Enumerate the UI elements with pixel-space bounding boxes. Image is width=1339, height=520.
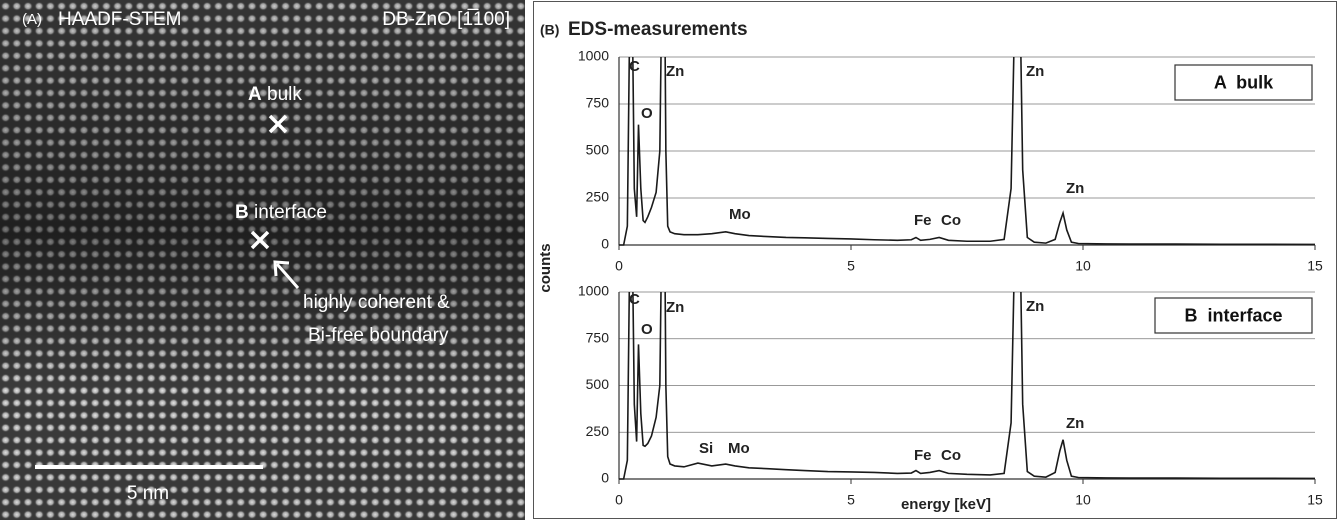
peak-label: C	[629, 58, 640, 75]
y-tick-label: 750	[586, 329, 610, 345]
panel-title: HAADF-STEM	[58, 9, 182, 30]
x-tick-label: 10	[1075, 492, 1091, 508]
scale-label: 5 nm	[127, 483, 169, 504]
panel-label: (B)	[540, 22, 559, 38]
x-tick-label: 5	[847, 492, 855, 508]
peak-label: Fe	[914, 447, 932, 464]
x-tick-label: 5	[847, 258, 855, 274]
spectrum-line	[619, 57, 1316, 246]
x-tick-label: 0	[615, 258, 623, 274]
legend-box	[1174, 64, 1313, 101]
zone-axis: DB-ZnO [1̅100]	[382, 9, 510, 30]
peak-label: Co	[941, 212, 961, 229]
point-label: B interface	[235, 202, 327, 223]
x-tick-label: 15	[1307, 492, 1323, 508]
peak-label: O	[641, 105, 653, 122]
legend-label: B interface	[1184, 305, 1282, 325]
y-tick-label: 500	[586, 376, 610, 392]
note-line: highly coherent &	[303, 292, 450, 313]
point-marker: B	[235, 202, 249, 223]
x-axis-label: energy [keV]	[901, 496, 991, 513]
arrow	[273, 260, 300, 289]
y-tick-label: 1000	[578, 48, 609, 64]
point-marker: A	[248, 84, 262, 105]
y-tick-label: 0	[601, 470, 609, 486]
cross-marker	[250, 230, 270, 250]
y-axis-label: counts	[537, 243, 554, 292]
legend-label: A bulk	[1214, 72, 1274, 92]
peak-label: Si	[699, 440, 713, 457]
y-tick-label: 1000	[578, 283, 609, 299]
legend-box	[1154, 297, 1313, 334]
y-tick-label: 500	[586, 142, 610, 158]
peak-label: O	[641, 321, 653, 338]
panel-frame	[533, 1, 1337, 519]
peak-label: Co	[941, 447, 961, 464]
point-label: A bulk	[248, 84, 302, 105]
x-tick-label: 10	[1075, 258, 1091, 274]
note-line: Bi-free boundary	[308, 325, 449, 346]
peak-label: Zn	[1066, 180, 1084, 197]
y-tick-label: 0	[601, 236, 609, 252]
y-tick-label: 250	[586, 423, 610, 439]
x-tick-label: 0	[615, 492, 623, 508]
stem-image	[0, 0, 525, 520]
peak-label: Zn	[1026, 63, 1044, 80]
peak-label: Fe	[914, 212, 932, 229]
peak-label: Zn	[666, 299, 684, 316]
point-text: bulk	[267, 84, 302, 105]
point-text: interface	[254, 202, 327, 223]
peak-label: C	[629, 291, 640, 308]
panel-title: EDS-measurements	[568, 19, 748, 40]
spectrum-line	[619, 292, 1316, 480]
peak-label: Zn	[1026, 298, 1044, 315]
peak-label: Mo	[729, 206, 751, 223]
peak-label: Zn	[1066, 415, 1084, 432]
peak-label: Mo	[728, 440, 750, 457]
panel-label: (A)	[22, 11, 42, 28]
peak-label: Zn	[666, 63, 684, 80]
x-tick-label: 15	[1307, 258, 1323, 274]
y-tick-label: 750	[586, 95, 610, 111]
y-tick-label: 250	[586, 189, 610, 205]
cross-marker	[268, 114, 288, 134]
